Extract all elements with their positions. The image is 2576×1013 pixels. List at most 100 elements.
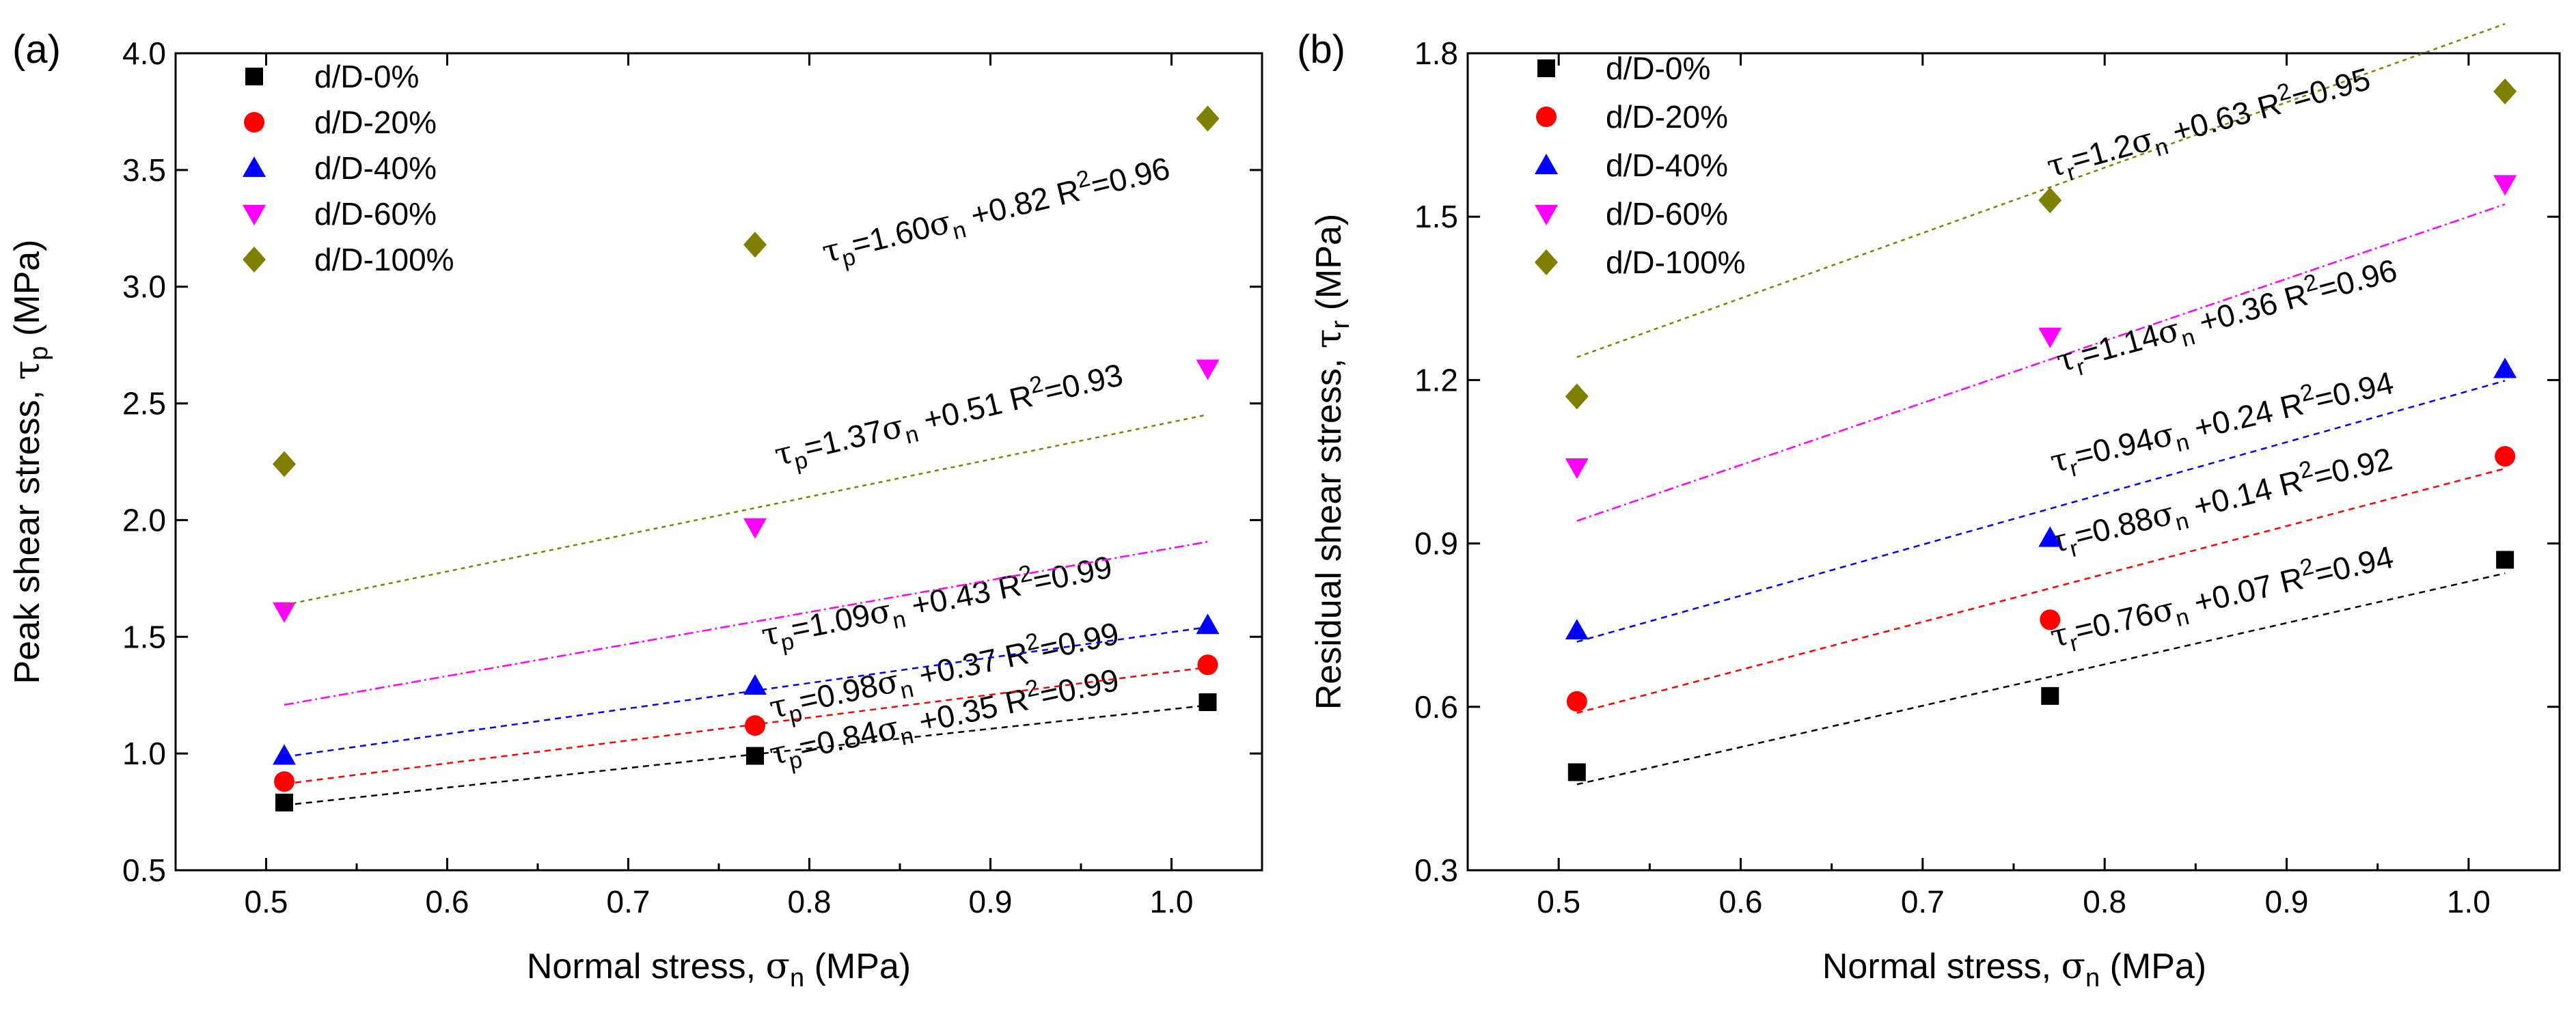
legend-label-d/D-20%: d/D-20%	[314, 105, 437, 140]
legend-label-d/D-60%: d/D-60%	[314, 196, 437, 232]
y-tick-label: 3.5	[122, 152, 166, 188]
data-point-d/D-40%	[2038, 526, 2062, 547]
data-point-d/D-20%	[1197, 654, 1218, 676]
data-point-d/D-40%	[2493, 357, 2517, 378]
y-tick-label: 1.5	[122, 619, 166, 654]
data-point-d/D-100%	[1196, 105, 1220, 132]
y-tick-label: 1.5	[1414, 199, 1458, 234]
legend-marker-d/D-40%	[243, 156, 266, 177]
legend-marker-d/D-0%	[1537, 59, 1555, 77]
x-tick-label: 1.0	[2447, 884, 2491, 919]
legend-marker-d/D-60%	[1535, 205, 1558, 225]
legend-marker-d/D-0%	[245, 68, 263, 85]
data-point-d/D-0%	[1567, 763, 1586, 781]
data-point-d/D-60%	[2038, 327, 2062, 348]
data-point-d/D-100%	[1565, 383, 1589, 410]
x-tick-label: 0.6	[426, 884, 469, 919]
data-point-d/D-100%	[743, 232, 767, 258]
fit-line-d/D-60%	[1576, 203, 2506, 522]
fit-line-d/D-100%	[1576, 23, 2506, 359]
fit-line-d/D-40%	[1576, 380, 2506, 643]
legend-label-d/D-40%: d/D-40%	[1606, 148, 1728, 183]
y-tick-label: 2.5	[122, 386, 166, 421]
y-tick-label: 1.2	[1414, 362, 1458, 398]
x-tick-label: 0.8	[2083, 884, 2126, 919]
legend-label-d/D-0%: d/D-0%	[1606, 51, 1710, 86]
y-tick-label: 4.0	[122, 36, 166, 71]
x-axis-label: Normal stress, σn (MPa)	[527, 946, 911, 993]
data-point-d/D-100%	[2038, 187, 2062, 214]
x-tick-label: 0.9	[969, 884, 1013, 919]
legend-marker-d/D-40%	[1535, 154, 1558, 174]
data-point-d/D-0%	[746, 747, 764, 765]
data-point-d/D-40%	[743, 674, 767, 695]
panel-a-label: (a)	[12, 27, 61, 72]
legend-marker-d/D-60%	[243, 205, 266, 225]
x-axis-label: Normal stress, σn (MPa)	[1822, 946, 2206, 993]
data-point-d/D-60%	[2493, 175, 2517, 196]
data-point-d/D-60%	[743, 518, 767, 539]
fit-line-d/D-0%	[284, 704, 1208, 807]
y-tick-label: 1.0	[122, 736, 166, 771]
fit-line-d/D-0%	[1576, 572, 2506, 786]
fit-equation-d/D-60%: τp=1.37σn +0.51 R2=0.93	[770, 352, 1127, 479]
y-tick-label: 3.0	[122, 269, 166, 305]
data-point-d/D-0%	[275, 793, 293, 811]
panel-b-label: (b)	[1297, 27, 1345, 72]
data-point-d/D-0%	[2496, 551, 2515, 569]
fit-equation-d/D-60%: τr=1.14σn +0.36 R2=0.96	[2051, 248, 2402, 385]
legend-marker-d/D-100%	[243, 247, 266, 273]
legend-label-d/D-0%: d/D-0%	[314, 59, 419, 94]
fit-equation-d/D-100%: τr=1.2σn +0.63 R2=0.95	[2042, 57, 2376, 191]
data-point-d/D-20%	[745, 715, 765, 736]
fit-line-d/D-20%	[1576, 467, 2506, 714]
y-tick-label: 2.0	[122, 502, 166, 538]
x-tick-label: 0.8	[788, 884, 832, 919]
y-tick-label: 0.9	[1414, 526, 1458, 561]
data-point-d/D-40%	[1196, 613, 1220, 635]
data-point-d/D-60%	[1196, 359, 1220, 380]
legend-label-d/D-40%: d/D-40%	[314, 150, 437, 186]
data-point-d/D-20%	[2495, 446, 2516, 467]
fit-equation-d/D-100%: τp=1.60σn +0.82 R2=0.96	[818, 146, 1175, 276]
x-tick-label: 0.7	[607, 884, 650, 919]
legend-marker-d/D-20%	[244, 112, 264, 133]
x-tick-label: 0.5	[245, 884, 288, 919]
x-tick-label: 0.6	[1719, 884, 1763, 919]
data-point-d/D-100%	[273, 451, 296, 477]
y-tick-label: 0.6	[1414, 689, 1458, 725]
legend-label-d/D-60%: d/D-60%	[1606, 196, 1728, 232]
x-tick-label: 0.9	[2265, 884, 2309, 919]
legend-marker-d/D-20%	[1536, 107, 1557, 127]
legend-label-d/D-100%: d/D-100%	[1606, 245, 1746, 280]
data-point-d/D-40%	[273, 744, 296, 765]
fit-equation-d/D-0%: τr=0.76σn +0.07 R2=0.94	[2046, 535, 2398, 661]
y-tick-label: 1.8	[1414, 36, 1458, 71]
fit-line-d/D-40%	[284, 626, 1208, 758]
y-axis-label: Residual shear stress, τr (MPa)	[1308, 214, 1355, 710]
data-point-d/D-20%	[274, 771, 294, 792]
data-point-d/D-0%	[1198, 693, 1217, 711]
data-point-d/D-40%	[1565, 619, 1589, 640]
fit-line-d/D-20%	[284, 666, 1208, 785]
data-point-d/D-60%	[1565, 458, 1589, 479]
x-tick-label: 1.0	[1150, 884, 1194, 919]
fit-line-d/D-60%	[284, 540, 1208, 706]
y-axis-label: Peak shear stress, τp (MPa)	[7, 240, 53, 684]
legend-label-d/D-100%: d/D-100%	[314, 242, 454, 277]
y-tick-label: 0.3	[1414, 852, 1458, 888]
legend-marker-d/D-100%	[1535, 249, 1558, 275]
data-point-d/D-100%	[2493, 78, 2517, 105]
data-point-d/D-20%	[2040, 609, 2061, 630]
fit-line-d/D-100%	[284, 413, 1208, 607]
panel-a-chart: (a) 0.5 0.6 0.7 0.8 0.9 1.0 0.5 1.0 1.5 2.0 2.5 3.0…	[7, 27, 1263, 993]
data-point-d/D-0%	[2041, 686, 2059, 705]
x-tick-label: 0.7	[1901, 884, 1945, 919]
legend-label-d/D-20%: d/D-20%	[1606, 99, 1728, 135]
data-point-d/D-60%	[273, 602, 296, 623]
y-tick-label: 0.5	[122, 852, 166, 888]
panel-b-chart: (b) 0.5 0.6 0.7 0.8 0.9 1.0 0.3 0.6 0.9 1.2 1.5 1.8…	[1297, 23, 2561, 993]
x-tick-label: 0.5	[1537, 884, 1580, 919]
data-point-d/D-20%	[1566, 691, 1587, 712]
